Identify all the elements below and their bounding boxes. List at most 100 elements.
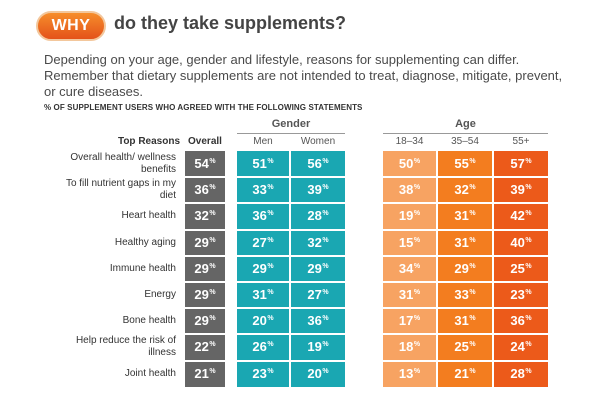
cell-value: 57 [510,156,525,171]
cell-value: 31 [454,313,469,329]
cell-value: 31 [454,234,469,250]
cell-value: 21 [454,365,469,381]
percent-sign: % [413,158,421,165]
cell-18-34: 13% [383,366,436,381]
cell-value: 39 [510,182,525,198]
column-bar-overall [185,151,225,387]
cell-overall: 29% [185,235,225,250]
percent-sign: % [209,236,216,244]
cell-35-54: 55% [438,156,492,171]
cell-value: 29 [194,234,209,250]
cell-value: 29 [454,260,469,276]
cell-value: 32 [194,208,209,224]
cell-overall: 36% [185,182,225,197]
cell-18-34: 50% [383,156,436,171]
cell-value: 28 [307,208,322,224]
percent-sign: % [469,289,476,296]
percent-sign: % [209,289,216,296]
percent-sign: % [413,236,421,244]
cell-value: 24 [510,339,525,355]
percent-sign: % [322,367,329,375]
cell-value: 31 [398,287,414,302]
cell-women: 36% [291,313,345,328]
cell-35-54: 21% [438,366,492,381]
group-header-age: Age [455,118,476,130]
cell-value: 50 [398,156,414,171]
cell-value: 25 [454,339,469,355]
cell-value: 20 [252,313,267,329]
row-label: To fill nutrient gaps in my diet [65,178,176,202]
percent-sign: % [525,158,532,165]
percent-sign: % [413,262,421,270]
cell-55-plus: 42% [494,208,548,223]
percent-sign: % [469,236,476,244]
cell-value: 23 [252,365,267,381]
cell-men: 20% [237,313,289,328]
percent-sign: % [322,210,329,218]
cell-value: 29 [194,260,209,276]
row-divider [185,254,548,257]
cell-value: 36 [510,313,525,329]
chart-title: % OF SUPPLEMENT USERS WHO AGREED WITH TH… [44,103,363,112]
page-title: do they take supplements? [114,13,347,33]
cell-value: 36 [252,208,267,224]
cell-value: 28 [510,365,525,381]
cell-55-plus: 40% [494,235,548,250]
percent-sign: % [525,210,532,218]
cell-overall: 29% [185,287,225,302]
percent-sign: % [322,289,329,296]
cell-value: 19 [398,208,414,224]
percent-sign: % [413,210,421,218]
cell-35-54: 31% [438,208,492,223]
why-badge: WHY [36,11,106,41]
percent-sign: % [209,184,216,192]
percent-sign: % [469,367,476,375]
cell-value: 36 [194,182,209,198]
cell-overall: 29% [185,313,225,328]
group-rule-age [383,133,548,134]
cell-value: 27 [307,287,322,302]
cell-35-54: 31% [438,235,492,250]
cell-value: 39 [307,182,322,198]
cell-overall: 29% [185,261,225,276]
column-bar-35-54 [438,151,492,387]
cell-value: 51 [252,156,267,171]
cell-women: 27% [291,287,345,302]
cell-value: 29 [307,260,322,276]
percent-sign: % [469,262,476,270]
col-header-18-34: 18–34 [395,136,424,147]
cell-18-34: 31% [383,287,436,302]
cell-women: 19% [291,339,345,354]
percent-sign: % [267,367,274,375]
cell-value: 32 [454,182,469,198]
cell-value: 56 [307,156,322,171]
cell-55-plus: 39% [494,182,548,197]
cell-35-54: 29% [438,261,492,276]
cell-men: 33% [237,182,289,197]
cell-18-34: 15% [383,235,436,250]
cell-men: 23% [237,366,289,381]
cell-55-plus: 25% [494,261,548,276]
cell-value: 31 [252,287,267,302]
percent-sign: % [469,158,476,165]
percent-sign: % [525,289,532,296]
cell-men: 36% [237,208,289,223]
cell-18-34: 19% [383,208,436,223]
percent-sign: % [322,236,329,244]
cell-value: 36 [307,313,322,329]
cell-value: 42 [510,208,525,224]
percent-sign: % [413,367,421,375]
cell-value: 13 [398,365,414,381]
row-divider [185,281,548,283]
cell-overall: 22% [185,339,225,354]
cell-value: 26 [252,339,267,355]
row-divider [185,202,548,205]
cell-men: 27% [237,235,289,250]
percent-sign: % [209,262,216,270]
percent-sign: % [267,262,274,270]
col-header-men: Men [253,136,273,147]
col-header-women: Women [300,136,336,147]
cell-18-34: 17% [383,313,436,328]
cell-value: 31 [454,208,469,224]
percent-sign: % [413,184,421,192]
